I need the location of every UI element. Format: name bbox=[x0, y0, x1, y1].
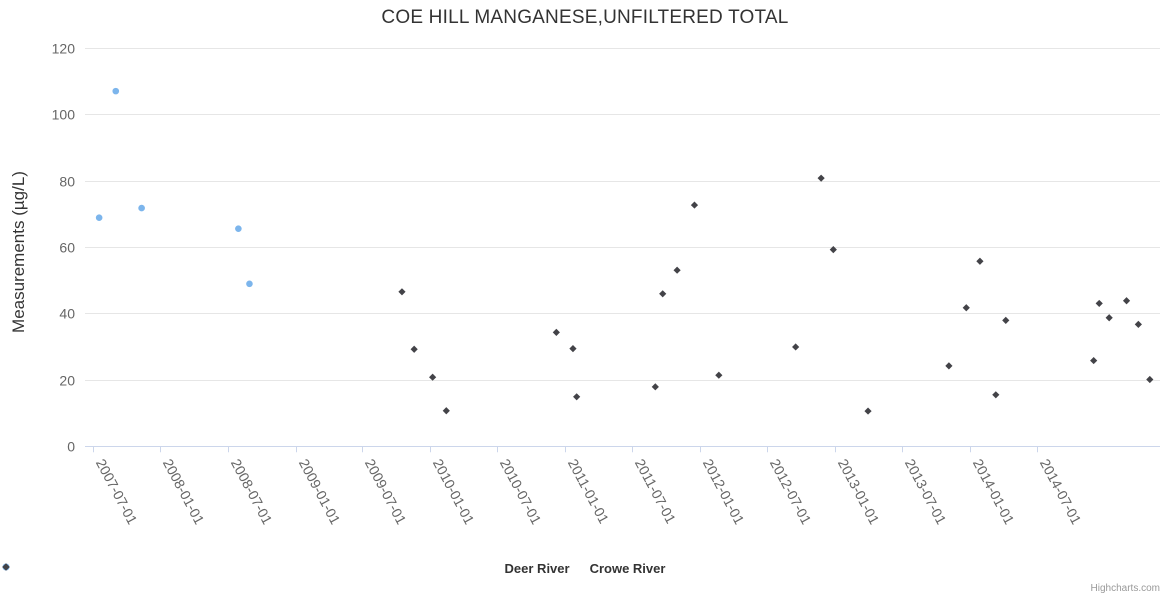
data-point-deer-river[interactable] bbox=[246, 280, 253, 288]
x-axis-label: 2012-07-01 bbox=[767, 456, 815, 527]
legend-item-crowe-river[interactable]: Crowe River bbox=[2, 561, 666, 576]
data-point-crowe-river[interactable] bbox=[569, 345, 577, 353]
data-point-crowe-river[interactable] bbox=[673, 266, 681, 274]
highcharts-credit[interactable]: Highcharts.com bbox=[1090, 583, 1160, 594]
data-point-deer-river[interactable] bbox=[235, 225, 242, 232]
legend-item-deer-river[interactable]: Deer River bbox=[2, 561, 570, 576]
data-point-crowe-river[interactable] bbox=[976, 257, 984, 265]
data-point-crowe-river[interactable] bbox=[1095, 299, 1103, 308]
x-axis-label: 2013-01-01 bbox=[835, 456, 883, 527]
y-axis-title: Measurements (µg/L) bbox=[9, 171, 28, 333]
data-point-crowe-river[interactable] bbox=[1134, 320, 1142, 328]
points-layer bbox=[95, 87, 1154, 415]
data-point-crowe-river[interactable] bbox=[651, 383, 659, 391]
data-point-crowe-river[interactable] bbox=[410, 345, 418, 353]
axis-layer: 0 20 40 60 80 100 120 2007-07-01 2008-01-01 2008-… bbox=[52, 41, 1160, 527]
diamond-marker-icon bbox=[2, 563, 10, 571]
x-axis-label: 2011-01-01 bbox=[565, 456, 612, 526]
data-point-crowe-river[interactable] bbox=[442, 407, 450, 415]
data-point-crowe-river[interactable] bbox=[1146, 375, 1154, 384]
data-point-crowe-river[interactable] bbox=[429, 373, 437, 381]
data-point-deer-river[interactable] bbox=[95, 214, 103, 222]
data-point-crowe-river[interactable] bbox=[1122, 297, 1131, 305]
data-point-deer-river[interactable] bbox=[138, 204, 145, 212]
y-axis-label: 20 bbox=[59, 373, 75, 389]
data-point-crowe-river[interactable] bbox=[1090, 356, 1098, 365]
data-point-crowe-river[interactable] bbox=[552, 328, 560, 336]
x-axis-label: 2010-01-01 bbox=[430, 456, 478, 527]
x-axis-label: 2014-01-01 bbox=[970, 456, 1018, 527]
data-point-crowe-river[interactable] bbox=[573, 393, 581, 401]
data-point-crowe-river[interactable] bbox=[1002, 316, 1010, 324]
data-point-crowe-river[interactable] bbox=[817, 174, 825, 182]
y-axis-label: 100 bbox=[52, 107, 76, 123]
x-axis-label: 2008-01-01 bbox=[160, 456, 208, 527]
y-axis-label: 60 bbox=[59, 240, 75, 256]
x-axis-label: 2014-07-01 bbox=[1037, 456, 1085, 527]
chart-title: COE HILL MANGANESE,UNFILTERED TOTAL bbox=[381, 7, 789, 28]
data-point-crowe-river[interactable] bbox=[398, 288, 406, 296]
legend-label: Crowe River bbox=[589, 561, 666, 576]
legend-label: Deer River bbox=[504, 561, 570, 576]
x-axis-label: 2009-01-01 bbox=[296, 456, 344, 527]
data-point-crowe-river[interactable] bbox=[792, 343, 800, 351]
x-axis-label: 2013-07-01 bbox=[902, 456, 950, 527]
data-point-deer-river[interactable] bbox=[112, 87, 120, 95]
data-point-crowe-river[interactable] bbox=[659, 290, 667, 298]
y-axis-label: 120 bbox=[52, 41, 76, 57]
x-axis-label: 2008-07-01 bbox=[228, 456, 276, 527]
x-axis-label: 2010-07-01 bbox=[497, 456, 545, 527]
data-point-crowe-river[interactable] bbox=[829, 246, 837, 254]
legend: Deer River Crowe River bbox=[0, 561, 1170, 576]
grid-layer bbox=[85, 48, 1160, 447]
x-axis-label: 2007-07-01 bbox=[93, 456, 141, 527]
data-point-crowe-river[interactable] bbox=[962, 304, 970, 312]
data-point-crowe-river[interactable] bbox=[945, 362, 953, 370]
x-axis-label: 2011-07-01 bbox=[632, 456, 679, 526]
y-axis-label: 0 bbox=[67, 439, 75, 455]
data-point-crowe-river[interactable] bbox=[690, 201, 699, 209]
x-axis-label: 2009-07-01 bbox=[362, 456, 410, 527]
data-point-crowe-river[interactable] bbox=[992, 391, 1000, 399]
y-axis-label: 40 bbox=[59, 306, 75, 322]
x-axis-label: 2012-01-01 bbox=[700, 456, 748, 527]
data-point-crowe-river[interactable] bbox=[1105, 314, 1113, 322]
data-point-crowe-river[interactable] bbox=[864, 407, 872, 415]
data-point-crowe-river[interactable] bbox=[715, 371, 723, 379]
y-axis-label: 80 bbox=[59, 174, 75, 190]
